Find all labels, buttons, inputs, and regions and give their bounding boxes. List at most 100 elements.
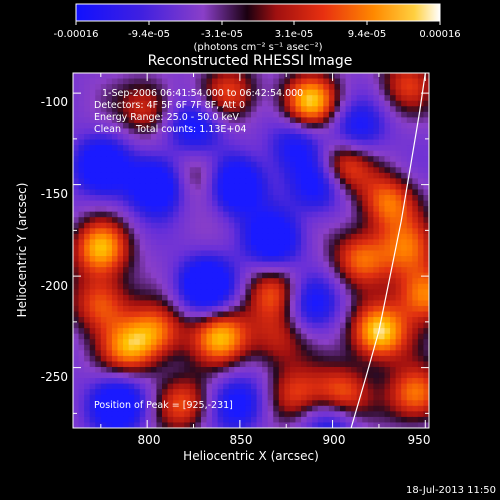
- heatmap-cell: [73, 283, 80, 290]
- heatmap-cell: [262, 344, 269, 351]
- heatmap-cell: [301, 161, 308, 168]
- heatmap-cell: [150, 311, 158, 318]
- heatmap-cell: [417, 189, 425, 196]
- heatmap-cell: [267, 250, 274, 257]
- heatmap-cell: [345, 122, 352, 130]
- heatmap-cell: [340, 328, 347, 335]
- heatmap-cell: [345, 145, 352, 152]
- heatmap-cell: [401, 195, 408, 202]
- heatmap-cell: [173, 161, 180, 168]
- heatmap-cell: [162, 344, 169, 351]
- heatmap-cell: [395, 250, 402, 257]
- heatmap-cell: [312, 422, 319, 428]
- heatmap-cell: [117, 89, 124, 96]
- heatmap-cell: [384, 378, 391, 385]
- heatmap-cell: [262, 366, 269, 374]
- heatmap-cell: [289, 161, 297, 168]
- heatmap-cell: [178, 272, 185, 279]
- heatmap-cell: [317, 311, 324, 318]
- heatmap-cell: [373, 294, 380, 302]
- heatmap-cell: [106, 339, 113, 346]
- heatmap-cell: [234, 333, 241, 340]
- heatmap-cell: [156, 317, 163, 324]
- heatmap-cell: [89, 261, 96, 268]
- heatmap-cell: [89, 200, 96, 207]
- heatmap-cell: [284, 195, 291, 202]
- heatmap-cell: [73, 339, 80, 346]
- heatmap-cell: [317, 228, 324, 235]
- heatmap-cell: [384, 344, 391, 351]
- heatmap-cell: [234, 89, 241, 96]
- heatmap-cell: [323, 111, 330, 118]
- heatmap-cell: [351, 333, 358, 340]
- heatmap-cell: [212, 261, 219, 268]
- heatmap-cell: [378, 145, 386, 152]
- heatmap-cell: [150, 361, 158, 368]
- heatmap-cell: [189, 217, 196, 224]
- heatmap-cell: [334, 416, 341, 424]
- heatmap-cell: [100, 100, 107, 107]
- heatmap-cell: [123, 228, 130, 235]
- heatmap-cell: [340, 389, 347, 396]
- heatmap-cell: [78, 178, 85, 185]
- heatmap-cell: [295, 111, 302, 118]
- heatmap-cell: [267, 272, 274, 279]
- heatmap-cell: [95, 366, 102, 374]
- heatmap-cell: [390, 156, 397, 163]
- heatmap-cell: [401, 84, 408, 91]
- heatmap-cell: [184, 161, 191, 168]
- heatmap-cell: [73, 233, 80, 241]
- heatmap-cell: [256, 134, 263, 141]
- heatmap-cell: [417, 394, 425, 401]
- heatmap-cell: [73, 328, 80, 335]
- heatmap-cell: [111, 389, 119, 396]
- heatmap-cell: [100, 250, 107, 257]
- heatmap-cell: [412, 178, 419, 185]
- heatmap-cell: [340, 122, 347, 130]
- heatmap-cell: [195, 378, 202, 385]
- heatmap-cell: [340, 239, 347, 246]
- heatmap-cell: [117, 267, 124, 274]
- heatmap-cell: [195, 256, 202, 263]
- heatmap-cell: [284, 267, 291, 274]
- heatmap-cell: [167, 84, 174, 91]
- heatmap-cell: [73, 322, 80, 329]
- heatmap-cell: [323, 250, 330, 257]
- heatmap-cell: [200, 239, 208, 246]
- heatmap-cell: [273, 378, 280, 385]
- heatmap-cell: [206, 167, 213, 174]
- heatmap-cell: [100, 84, 107, 91]
- heatmap-cell: [200, 172, 208, 179]
- heatmap-cell: [289, 145, 297, 152]
- heatmap-cell: [223, 267, 230, 274]
- heatmap-cell: [239, 244, 247, 252]
- heatmap-cell: [340, 361, 347, 368]
- heatmap-cell: [123, 78, 130, 85]
- heatmap-cell: [78, 167, 85, 174]
- heatmap-cell: [334, 322, 341, 329]
- heatmap-cell: [95, 233, 102, 241]
- heatmap-cell: [73, 261, 80, 268]
- heatmap-cell: [289, 111, 297, 118]
- heatmap-cell: [117, 394, 124, 401]
- heatmap-cell: [384, 84, 391, 91]
- heatmap-cell: [95, 106, 102, 113]
- heatmap-cell: [395, 156, 402, 163]
- heatmap-cell: [267, 217, 274, 224]
- heatmap-cell: [417, 89, 425, 96]
- heatmap-cell: [167, 394, 174, 401]
- heatmap-cell: [117, 272, 124, 279]
- heatmap-cell: [134, 317, 141, 324]
- heatmap-cell: [95, 272, 102, 279]
- heatmap-cell: [356, 328, 363, 335]
- heatmap-cell: [173, 156, 180, 163]
- heatmap-cell: [356, 422, 363, 428]
- heatmap-cell: [206, 317, 213, 324]
- heatmap-cell: [417, 84, 425, 91]
- heatmap-cell: [401, 95, 408, 102]
- heatmap-cell: [295, 167, 302, 174]
- heatmap-cell: [134, 261, 141, 268]
- heatmap-cell: [245, 195, 252, 202]
- heatmap-cell: [345, 244, 352, 252]
- heatmap-cell: [84, 167, 91, 174]
